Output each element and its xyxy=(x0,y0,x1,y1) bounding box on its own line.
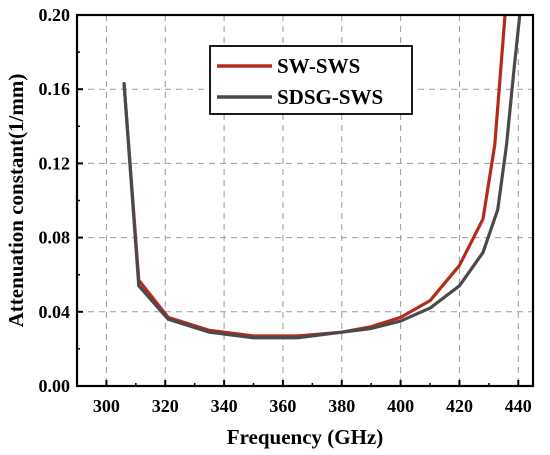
ticks-layer: 300 320 340 360 380 400 420 440 0.00 0.04 0.08 0.12… xyxy=(39,5,532,416)
x-tick-label: 340 xyxy=(211,396,238,416)
x-tick-label: 420 xyxy=(446,396,473,416)
x-tick-label: 400 xyxy=(387,396,414,416)
y-tick-label: 0.12 xyxy=(39,153,71,173)
legend-label-sdsg-sws: SDSG-SWS xyxy=(277,85,383,109)
grid-layer xyxy=(77,15,533,386)
x-tick-label: 320 xyxy=(152,396,179,416)
legend-box xyxy=(209,45,413,115)
y-axis-title: Attenuation constant(1/mm) xyxy=(4,74,28,328)
y-tick-label: 0.04 xyxy=(39,302,71,322)
legend: SW-SWS SDSG-SWS xyxy=(209,45,413,115)
y-tick-label: 0.00 xyxy=(39,376,71,396)
y-tick-label: 0.20 xyxy=(39,5,71,25)
x-tick-label: 380 xyxy=(328,396,355,416)
y-tick-label: 0.16 xyxy=(39,79,71,99)
y-tick-label: 0.08 xyxy=(39,228,71,248)
series-layer xyxy=(122,14,522,340)
series-line-sw-sws xyxy=(122,14,507,338)
x-tick-label: 360 xyxy=(269,396,296,416)
legend-label-sw-sws: SW-SWS xyxy=(277,54,360,78)
series-line-sdsg-sws xyxy=(122,14,522,340)
x-axis-title: Frequency (GHz) xyxy=(227,425,384,449)
x-tick-label: 440 xyxy=(505,396,532,416)
x-tick-label: 300 xyxy=(93,396,120,416)
